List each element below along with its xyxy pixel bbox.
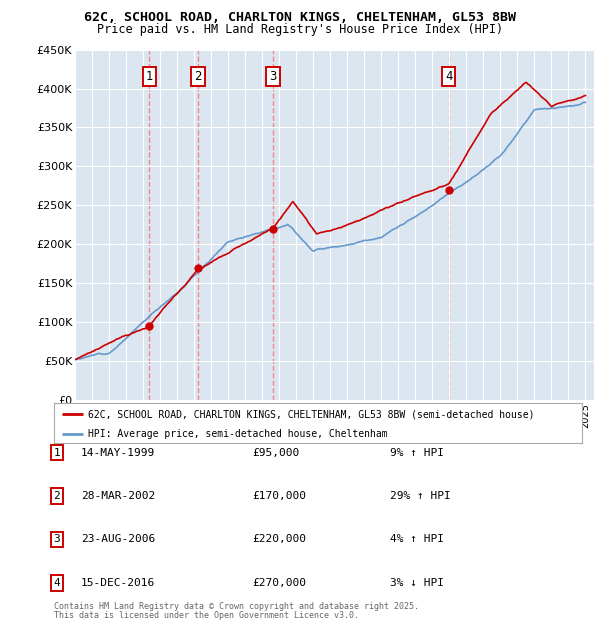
Text: £270,000: £270,000: [252, 578, 306, 588]
Point: [444, 185, 454, 195]
Text: 4% ↑ HPI: 4% ↑ HPI: [390, 534, 444, 544]
Text: 1: 1: [53, 448, 61, 458]
Text: 4: 4: [445, 70, 452, 83]
Text: 9% ↑ HPI: 9% ↑ HPI: [390, 448, 444, 458]
Text: 1: 1: [146, 70, 153, 83]
Text: 14-MAY-1999: 14-MAY-1999: [81, 448, 155, 458]
Text: HPI: Average price, semi-detached house, Cheltenham: HPI: Average price, semi-detached house,…: [88, 430, 388, 440]
Text: 15-DEC-2016: 15-DEC-2016: [81, 578, 155, 588]
Text: 2: 2: [194, 70, 202, 83]
Point: [193, 263, 203, 273]
Text: 62C, SCHOOL ROAD, CHARLTON KINGS, CHELTENHAM, GL53 8BW (semi-detached house): 62C, SCHOOL ROAD, CHARLTON KINGS, CHELTE…: [88, 409, 535, 419]
Text: 2: 2: [53, 491, 61, 501]
Text: 3% ↓ HPI: 3% ↓ HPI: [390, 578, 444, 588]
Text: 62C, SCHOOL ROAD, CHARLTON KINGS, CHELTENHAM, GL53 8BW: 62C, SCHOOL ROAD, CHARLTON KINGS, CHELTE…: [84, 11, 516, 24]
Text: 3: 3: [269, 70, 277, 83]
Text: 23-AUG-2006: 23-AUG-2006: [81, 534, 155, 544]
Point: [268, 224, 278, 234]
Text: This data is licensed under the Open Government Licence v3.0.: This data is licensed under the Open Gov…: [54, 611, 359, 619]
Point: [145, 321, 154, 331]
Text: 29% ↑ HPI: 29% ↑ HPI: [390, 491, 451, 501]
Text: 4: 4: [53, 578, 61, 588]
Text: Price paid vs. HM Land Registry's House Price Index (HPI): Price paid vs. HM Land Registry's House …: [97, 23, 503, 36]
Text: Contains HM Land Registry data © Crown copyright and database right 2025.: Contains HM Land Registry data © Crown c…: [54, 602, 419, 611]
Text: £95,000: £95,000: [252, 448, 299, 458]
Text: £220,000: £220,000: [252, 534, 306, 544]
Text: 3: 3: [53, 534, 61, 544]
Text: £170,000: £170,000: [252, 491, 306, 501]
Text: 28-MAR-2002: 28-MAR-2002: [81, 491, 155, 501]
